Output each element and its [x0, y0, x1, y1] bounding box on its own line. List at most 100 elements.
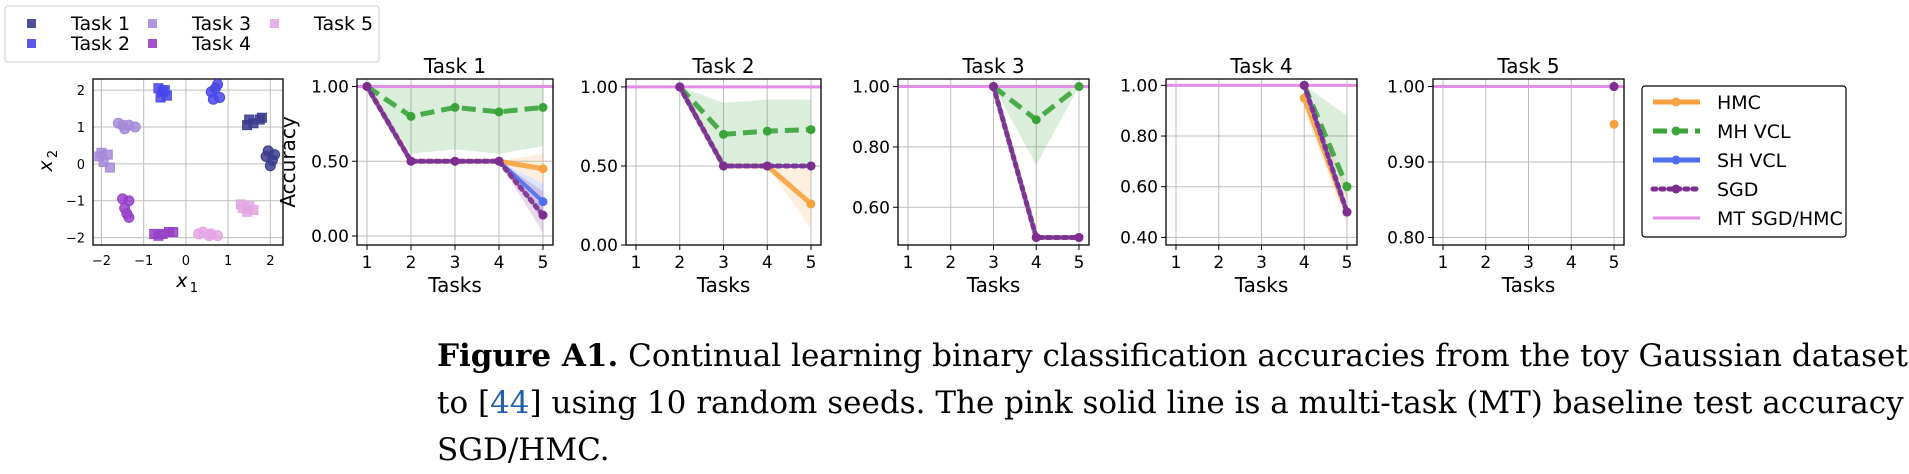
y-tick-label: 0.90 — [1387, 153, 1425, 173]
series-point-mh-vcl — [494, 107, 504, 117]
task-legend-swatch — [148, 19, 157, 28]
task-legend-label: Task 3 — [191, 13, 251, 35]
citation-link[interactable]: 44 — [490, 385, 530, 421]
series-point-sh-vcl — [538, 197, 548, 207]
x-tick-label: 5 — [806, 253, 817, 273]
series-line-sgd — [677, 84, 814, 169]
x-tick-label: 5 — [538, 253, 549, 273]
panel-title: Task 3 — [961, 54, 1024, 78]
legend-label: SGD — [1717, 179, 1758, 201]
x-tick-label: 3 — [718, 253, 729, 273]
confidence-band — [679, 86, 811, 166]
x-tick-label: 1 — [362, 253, 373, 273]
scatter-point-square — [104, 162, 115, 173]
panel-title: Task 2 — [691, 54, 754, 78]
legend-label: HMC — [1717, 92, 1761, 114]
scatter-axes-frame — [92, 78, 284, 246]
series-point-mh-vcl — [719, 129, 728, 139]
x-tick-label: 1 — [1171, 253, 1182, 273]
y-tick-label: 0.50 — [311, 152, 349, 172]
task-legend-label: Task 4 — [191, 33, 251, 55]
x-tick-label: 4 — [762, 253, 773, 273]
series-line-mh-vcl — [677, 85, 812, 137]
scatter-point-circle — [123, 211, 135, 223]
scatter-point-square — [153, 230, 164, 241]
series-point-mh-vcl — [762, 126, 772, 136]
x-tick-label: 4 — [1566, 253, 1577, 273]
y-tick-label: 0.60 — [1120, 178, 1158, 198]
x-tick-label: 4 — [1031, 253, 1042, 273]
y-tick-label: 0.00 — [311, 227, 349, 247]
x-tick-label: 2 — [674, 253, 685, 273]
panel-title: Task 4 — [1229, 54, 1292, 78]
scatter-point-circle — [214, 91, 226, 103]
caption-line-2-suffix: ] using 10 random seeds. The pink solid … — [529, 385, 1909, 421]
figure-caption: Figure A1. Continual learning binary cla… — [437, 333, 1909, 474]
y-tick-label: 0.80 — [852, 138, 890, 158]
scatter-point-square — [256, 112, 267, 123]
y-tick-label: 0.50 — [580, 157, 618, 177]
series-point-mh-vcl — [538, 102, 548, 112]
task-legend-swatch — [148, 39, 157, 48]
caption-line-1-text: Continual learning binary classification… — [628, 338, 1909, 374]
axes-frame — [356, 78, 554, 246]
method-legend-frame — [1641, 85, 1847, 238]
x-tick-label: 3 — [450, 253, 461, 273]
accuracy-panel-1: 0.00 0.50 1.00 1 2 3 4 5 Task 1 Tasks Accuracy — [276, 54, 554, 297]
legend-label: SH VCL — [1717, 150, 1787, 172]
task-legend-swatch — [27, 19, 36, 28]
scatter-x-tick-label: −1 — [134, 254, 153, 269]
x-axis-label: Tasks — [696, 273, 751, 297]
scatter-point-square — [242, 206, 253, 217]
task-legend-swatch — [27, 39, 36, 48]
x-tick-label: 1 — [1438, 253, 1449, 273]
scatter-point-square — [168, 227, 179, 238]
scatter-y-tick-label: 2 — [77, 84, 85, 99]
scatter-point-square — [94, 151, 105, 162]
scatter-y-tick-label: −2 — [66, 232, 85, 247]
y-tick-label: 1.00 — [1120, 76, 1158, 96]
series-point-sgd — [362, 81, 372, 91]
scatter-point-circle — [264, 160, 276, 172]
accuracy-panel-3: 0.60 0.80 1.00 1 2 3 4 5 Task 3 Tasks — [852, 54, 1090, 297]
x-tick-label: 2 — [945, 253, 956, 273]
caption-line-2: to [44] using 10 random seeds. The pink … — [437, 380, 1909, 427]
task-legend-frame — [4, 5, 380, 63]
confidence-band — [367, 86, 543, 184]
scatter-y-tick-label: 0 — [77, 158, 85, 173]
axes-frame — [897, 78, 1090, 246]
legend-swatch-marker — [1671, 97, 1681, 107]
task-legend-swatch — [270, 19, 279, 28]
scatter-point-square — [244, 114, 255, 125]
series-point-mh-vcl — [1342, 182, 1352, 192]
scatter-x-axis-label: x — [175, 270, 188, 292]
x-tick-label: 4 — [1299, 253, 1310, 273]
scatter-point-circle — [205, 228, 217, 240]
scatter-x-tick-label: 2 — [266, 254, 274, 269]
caption-line-3: SGD/HMC. — [437, 432, 610, 468]
series-point-sgd — [1299, 80, 1309, 90]
y-tick-label: 0.80 — [1120, 127, 1158, 147]
series-point-mh-vcl — [806, 125, 816, 135]
axes-frame — [1165, 78, 1358, 246]
scatter-x-tick-label: 0 — [182, 254, 190, 269]
x-tick-label: 2 — [1480, 253, 1491, 273]
x-axis-label: Tasks — [1234, 273, 1289, 297]
axes-frame — [1432, 78, 1625, 246]
scatter-y-axis-label: x — [35, 160, 57, 173]
x-tick-label: 2 — [1213, 253, 1224, 273]
scatter-point-circle — [269, 149, 281, 161]
series-point-sgd — [1342, 207, 1352, 217]
y-tick-label: 1.00 — [852, 78, 890, 98]
caption-label: Figure A1. — [437, 338, 619, 374]
x-axis-label: Tasks — [966, 273, 1021, 297]
y-tick-label: 1.00 — [580, 78, 618, 98]
scatter-y-tick-label: 1 — [77, 121, 85, 136]
x-tick-label: 3 — [1523, 253, 1534, 273]
series-line-mh-vcl — [1301, 84, 1350, 188]
x-axis-label: Tasks — [1501, 273, 1556, 297]
method-legend: HMC MH VCL SH VCL SGD MT SGD/HMC — [1641, 85, 1847, 238]
